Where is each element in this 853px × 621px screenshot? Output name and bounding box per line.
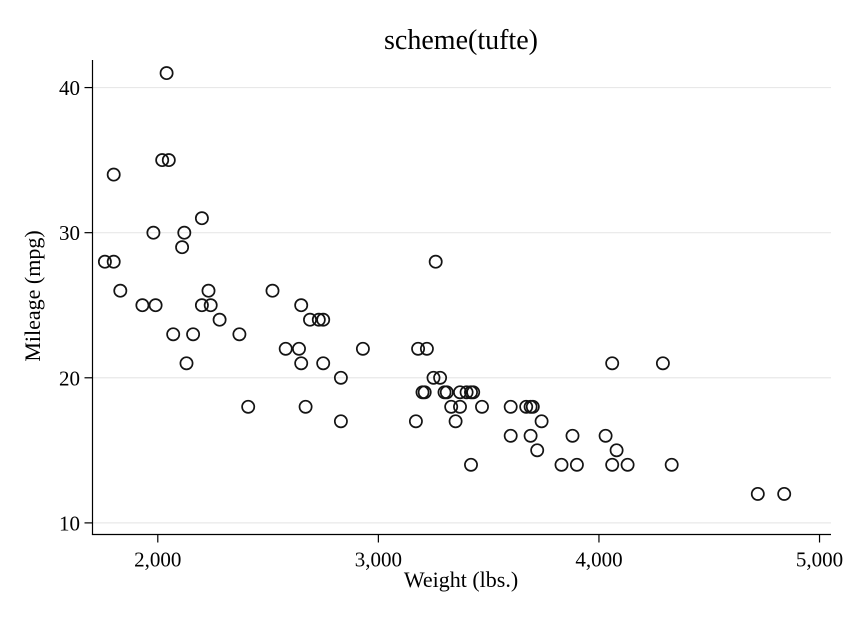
- data-point: [525, 399, 540, 414]
- data-point: [605, 356, 620, 371]
- data-point: [426, 370, 441, 385]
- data-point: [241, 399, 256, 414]
- data-point: [278, 341, 293, 356]
- data-point: [298, 399, 313, 414]
- x-tick-label-3000: 3,000: [355, 548, 402, 572]
- data-point: [475, 399, 489, 414]
- y-tick-label-30: 30: [59, 221, 80, 245]
- data-point: [534, 414, 549, 429]
- x-tick-label-4000: 4,000: [575, 548, 622, 572]
- x-tick-label-2000: 2,000: [134, 548, 181, 572]
- data-point: [459, 385, 474, 400]
- data-point: [106, 254, 121, 269]
- data-point: [201, 283, 216, 298]
- data-point: [294, 356, 309, 371]
- data-point: [303, 312, 317, 327]
- x-tick-label-5000: 5,000: [796, 548, 843, 572]
- data-point: [97, 254, 112, 269]
- data-point: [212, 312, 227, 327]
- data-point: [428, 254, 443, 269]
- data-point: [664, 457, 679, 472]
- data-point: [453, 399, 467, 414]
- data-point: [311, 312, 326, 327]
- data-point: [444, 399, 459, 414]
- data-point: [333, 414, 348, 429]
- data-point: [415, 385, 430, 400]
- data-point: [292, 341, 306, 356]
- data-point: [655, 356, 670, 371]
- data-point: [161, 153, 176, 168]
- data-point: [159, 66, 174, 81]
- data-point: [106, 167, 121, 182]
- data-point: [148, 298, 163, 313]
- data-point: [166, 327, 181, 342]
- data-point: [186, 327, 201, 342]
- data-point: [569, 457, 584, 472]
- chart-title: scheme(tufte): [384, 25, 538, 56]
- data-point: [194, 211, 209, 226]
- data-point: [419, 341, 434, 356]
- data-point: [777, 486, 792, 501]
- data-point: [316, 312, 331, 327]
- data-point: [503, 399, 518, 414]
- data-point: [530, 443, 545, 458]
- data-point: [503, 428, 518, 443]
- data-point: [232, 327, 247, 342]
- data-point: [355, 341, 370, 356]
- data-point: [175, 240, 190, 255]
- data-point: [453, 385, 467, 400]
- data-point: [433, 370, 448, 385]
- data-point: [609, 443, 624, 458]
- data-point: [448, 414, 463, 429]
- data-point: [265, 283, 280, 298]
- data-point: [316, 356, 331, 371]
- data-point: [179, 356, 194, 371]
- data-point: [620, 457, 635, 472]
- data-point: [750, 486, 765, 501]
- data-point: [523, 428, 538, 443]
- data-point: [155, 153, 170, 168]
- data-point: [194, 298, 209, 313]
- data-point: [464, 385, 478, 400]
- data-point: [146, 225, 161, 240]
- data-point: [408, 414, 423, 429]
- data-point: [554, 457, 569, 472]
- data-point: [437, 385, 452, 400]
- y-tick-label-40: 40: [59, 76, 80, 100]
- data-point: [333, 370, 348, 385]
- data-point: [519, 399, 534, 414]
- data-point: [177, 225, 192, 240]
- y-tick-label-20: 20: [59, 366, 80, 390]
- data-point: [565, 428, 580, 443]
- data-point: [598, 428, 613, 443]
- data-point: [203, 298, 218, 313]
- x-axis-title: Weight (lbs.): [403, 567, 519, 592]
- data-point: [135, 298, 150, 313]
- data-point: [464, 457, 478, 472]
- data-point: [411, 341, 426, 356]
- data-point: [605, 457, 620, 472]
- y-tick-label-10: 10: [59, 511, 80, 535]
- data-point: [294, 298, 309, 313]
- data-point: [113, 283, 128, 298]
